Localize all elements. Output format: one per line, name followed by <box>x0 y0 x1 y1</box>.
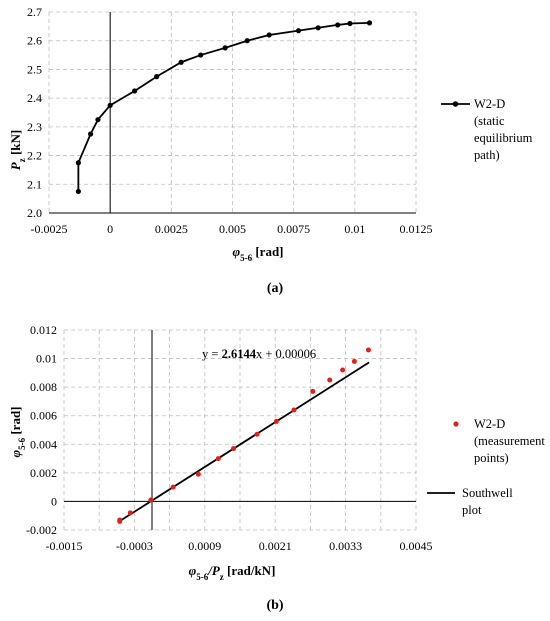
chart-a-point-15 <box>347 20 353 27</box>
chart-b-x-tick-label-1: -0.0003 <box>116 539 153 553</box>
chart-b-caption: (b) <box>266 598 283 613</box>
chart-a-point-5 <box>132 88 138 94</box>
chart-b-legend-line-label-2: plot <box>462 503 482 517</box>
chart-b-x-tick-label-5: 0.0045 <box>400 539 433 553</box>
chart-b-legend-points-label-3: points) <box>474 451 509 465</box>
chart-b-point-11 <box>310 388 316 394</box>
chart-b-legend-points-label-2: (measurement <box>474 434 545 448</box>
chart-a-point-7 <box>178 59 184 65</box>
chart-a-point-3 <box>95 117 101 123</box>
chart-a-y-axis-label: Pz [kN] <box>8 130 27 170</box>
chart-a-y-tick-label-1: 2.1 <box>27 177 42 191</box>
chart-b-legend-line-label-1: Southwell <box>462 486 513 500</box>
chart-a-legend-label-2: (static <box>474 114 505 128</box>
chart-b-y-tick-label-4: 0.006 <box>30 409 57 423</box>
chart-b-point-6 <box>215 456 221 462</box>
chart-b-point-2 <box>127 510 133 516</box>
chart-b-point-9 <box>273 418 279 424</box>
chart-a-legend-marker <box>452 101 459 107</box>
chart-b-y-tick-label-6: 0.01 <box>36 352 57 366</box>
chart-b-axes <box>64 330 416 530</box>
chart-b-x-tick-label-0: -0.0015 <box>46 539 83 553</box>
chart-b-y-tick-label-5: 0.008 <box>30 380 57 394</box>
chart-a-legend-label-4: path) <box>474 148 500 162</box>
chart-a-y-tick-label-5: 2.5 <box>27 62 42 76</box>
chart-a-y-tick-label-4: 2.4 <box>27 91 42 105</box>
chart-a-point-4 <box>107 102 113 108</box>
chart-b-x-tick-label-4: 0.0033 <box>329 539 362 553</box>
chart-b-point-14 <box>351 358 357 364</box>
chart-b-x-axis-label: φ5-6/Pz [rad/kN] <box>189 563 276 582</box>
chart-b-y-tick-label-3: 0.004 <box>30 437 57 451</box>
chart-a-x-axis-label: φ5-6 [rad] <box>232 244 283 263</box>
chart-b-point-5 <box>195 471 201 477</box>
chart-a-point-0 <box>75 188 81 195</box>
chart-a-point-16 <box>366 20 373 26</box>
chart-b-point-7 <box>231 446 237 452</box>
chart-a-legend: W2-D (static equilibrium path) <box>441 97 533 162</box>
chart-b: -0.002 0 0.002 0.004 0.006 0.008 0.01 0.012 -0.… <box>8 323 545 613</box>
chart-b-series <box>117 347 371 524</box>
chart-a-x-tick-label-1: 0 <box>107 222 113 236</box>
chart-a-x-tick-label-2: 0.0025 <box>155 222 188 236</box>
chart-b-point-4 <box>170 484 176 490</box>
chart-a-x-tick-label-6: 0.0125 <box>400 222 433 236</box>
chart-a-point-11 <box>266 32 272 38</box>
chart-b-legend-points-label-1: W2-D <box>474 417 505 431</box>
chart-a-point-10 <box>244 38 250 44</box>
chart-a-point-12 <box>295 28 302 34</box>
chart-a-legend-label-3: equilibrium <box>474 131 533 145</box>
chart-b-y-tick-label-2: 0.002 <box>30 466 57 480</box>
chart-b-legend-marker <box>453 421 459 427</box>
chart-a-y-tick-label-3: 2.3 <box>27 120 42 134</box>
chart-a-axes <box>49 12 416 214</box>
chart-a-point-1 <box>75 160 81 166</box>
chart-b-southwell-line <box>117 361 370 523</box>
chart-b-y-tick-label-7: 0.012 <box>30 323 57 337</box>
chart-a-x-tick-label-3: 0.005 <box>219 222 246 236</box>
chart-a-point-2 <box>87 131 94 137</box>
chart-b-x-tick-label-2: 0.0009 <box>188 539 221 553</box>
chart-a-y-ticks: 2.0 2.1 2.2 2.3 2.4 2.5 2.6 2.7 <box>27 5 42 220</box>
chart-b-point-8 <box>254 431 260 437</box>
chart-b-point-15 <box>365 347 371 353</box>
chart-a-y-tick-label-6: 2.6 <box>27 34 42 48</box>
chart-a-legend-label-1: W2-D <box>474 97 505 111</box>
chart-a-x-ticks: -0.0025 0 0.0025 0.005 0.0075 0.01 0.0125 <box>31 222 433 236</box>
chart-a-point-6 <box>154 74 160 80</box>
chart-a-point-8 <box>198 52 204 58</box>
chart-b-x-ticks: -0.0015 -0.0003 0.0009 0.0021 0.0033 0.0045 <box>46 539 433 553</box>
chart-a-caption: (a) <box>267 281 284 296</box>
chart-b-point-12 <box>327 377 333 383</box>
chart-b-y-axis-label: φ5-6 [rad] <box>8 406 27 457</box>
chart-b-point-1 <box>117 517 123 523</box>
chart-b-y-tick-label-1: 0 <box>51 494 57 508</box>
chart-b-y-tick-label-0: -0.002 <box>26 523 57 537</box>
chart-a-x-tick-label-5: 0.01 <box>344 222 365 236</box>
chart-a-x-tick-label-0: -0.0025 <box>31 222 68 236</box>
chart-b-point-10 <box>291 407 297 413</box>
chart-b-point-3 <box>148 497 154 503</box>
chart-a-point-14 <box>335 22 341 28</box>
chart-a-y-tick-label-7: 2.7 <box>27 5 42 19</box>
chart-a-point-13 <box>315 25 321 31</box>
chart-b-trendline-equation: y = 2.6144x + 0.00006 <box>202 347 316 361</box>
chart-b-point-13 <box>340 367 346 373</box>
chart-a-series <box>75 20 373 195</box>
chart-a-y-tick-label-0: 2.0 <box>27 206 42 220</box>
chart-b-x-tick-label-3: 0.0021 <box>259 539 292 553</box>
chart-a-y-tick-label-2: 2.2 <box>27 149 42 163</box>
chart-a: 2.0 2.1 2.2 2.3 2.4 2.5 2.6 2.7 -0.0025 0 0.0025 0… <box>8 5 533 296</box>
chart-b-legend: W2-D (measurement points) Southwell plot <box>427 417 545 517</box>
chart-a-point-9 <box>222 45 228 51</box>
chart-b-y-ticks: -0.002 0 0.002 0.004 0.006 0.008 0.01 0.012 <box>26 323 57 537</box>
chart-a-x-tick-label-4: 0.0075 <box>277 222 310 236</box>
